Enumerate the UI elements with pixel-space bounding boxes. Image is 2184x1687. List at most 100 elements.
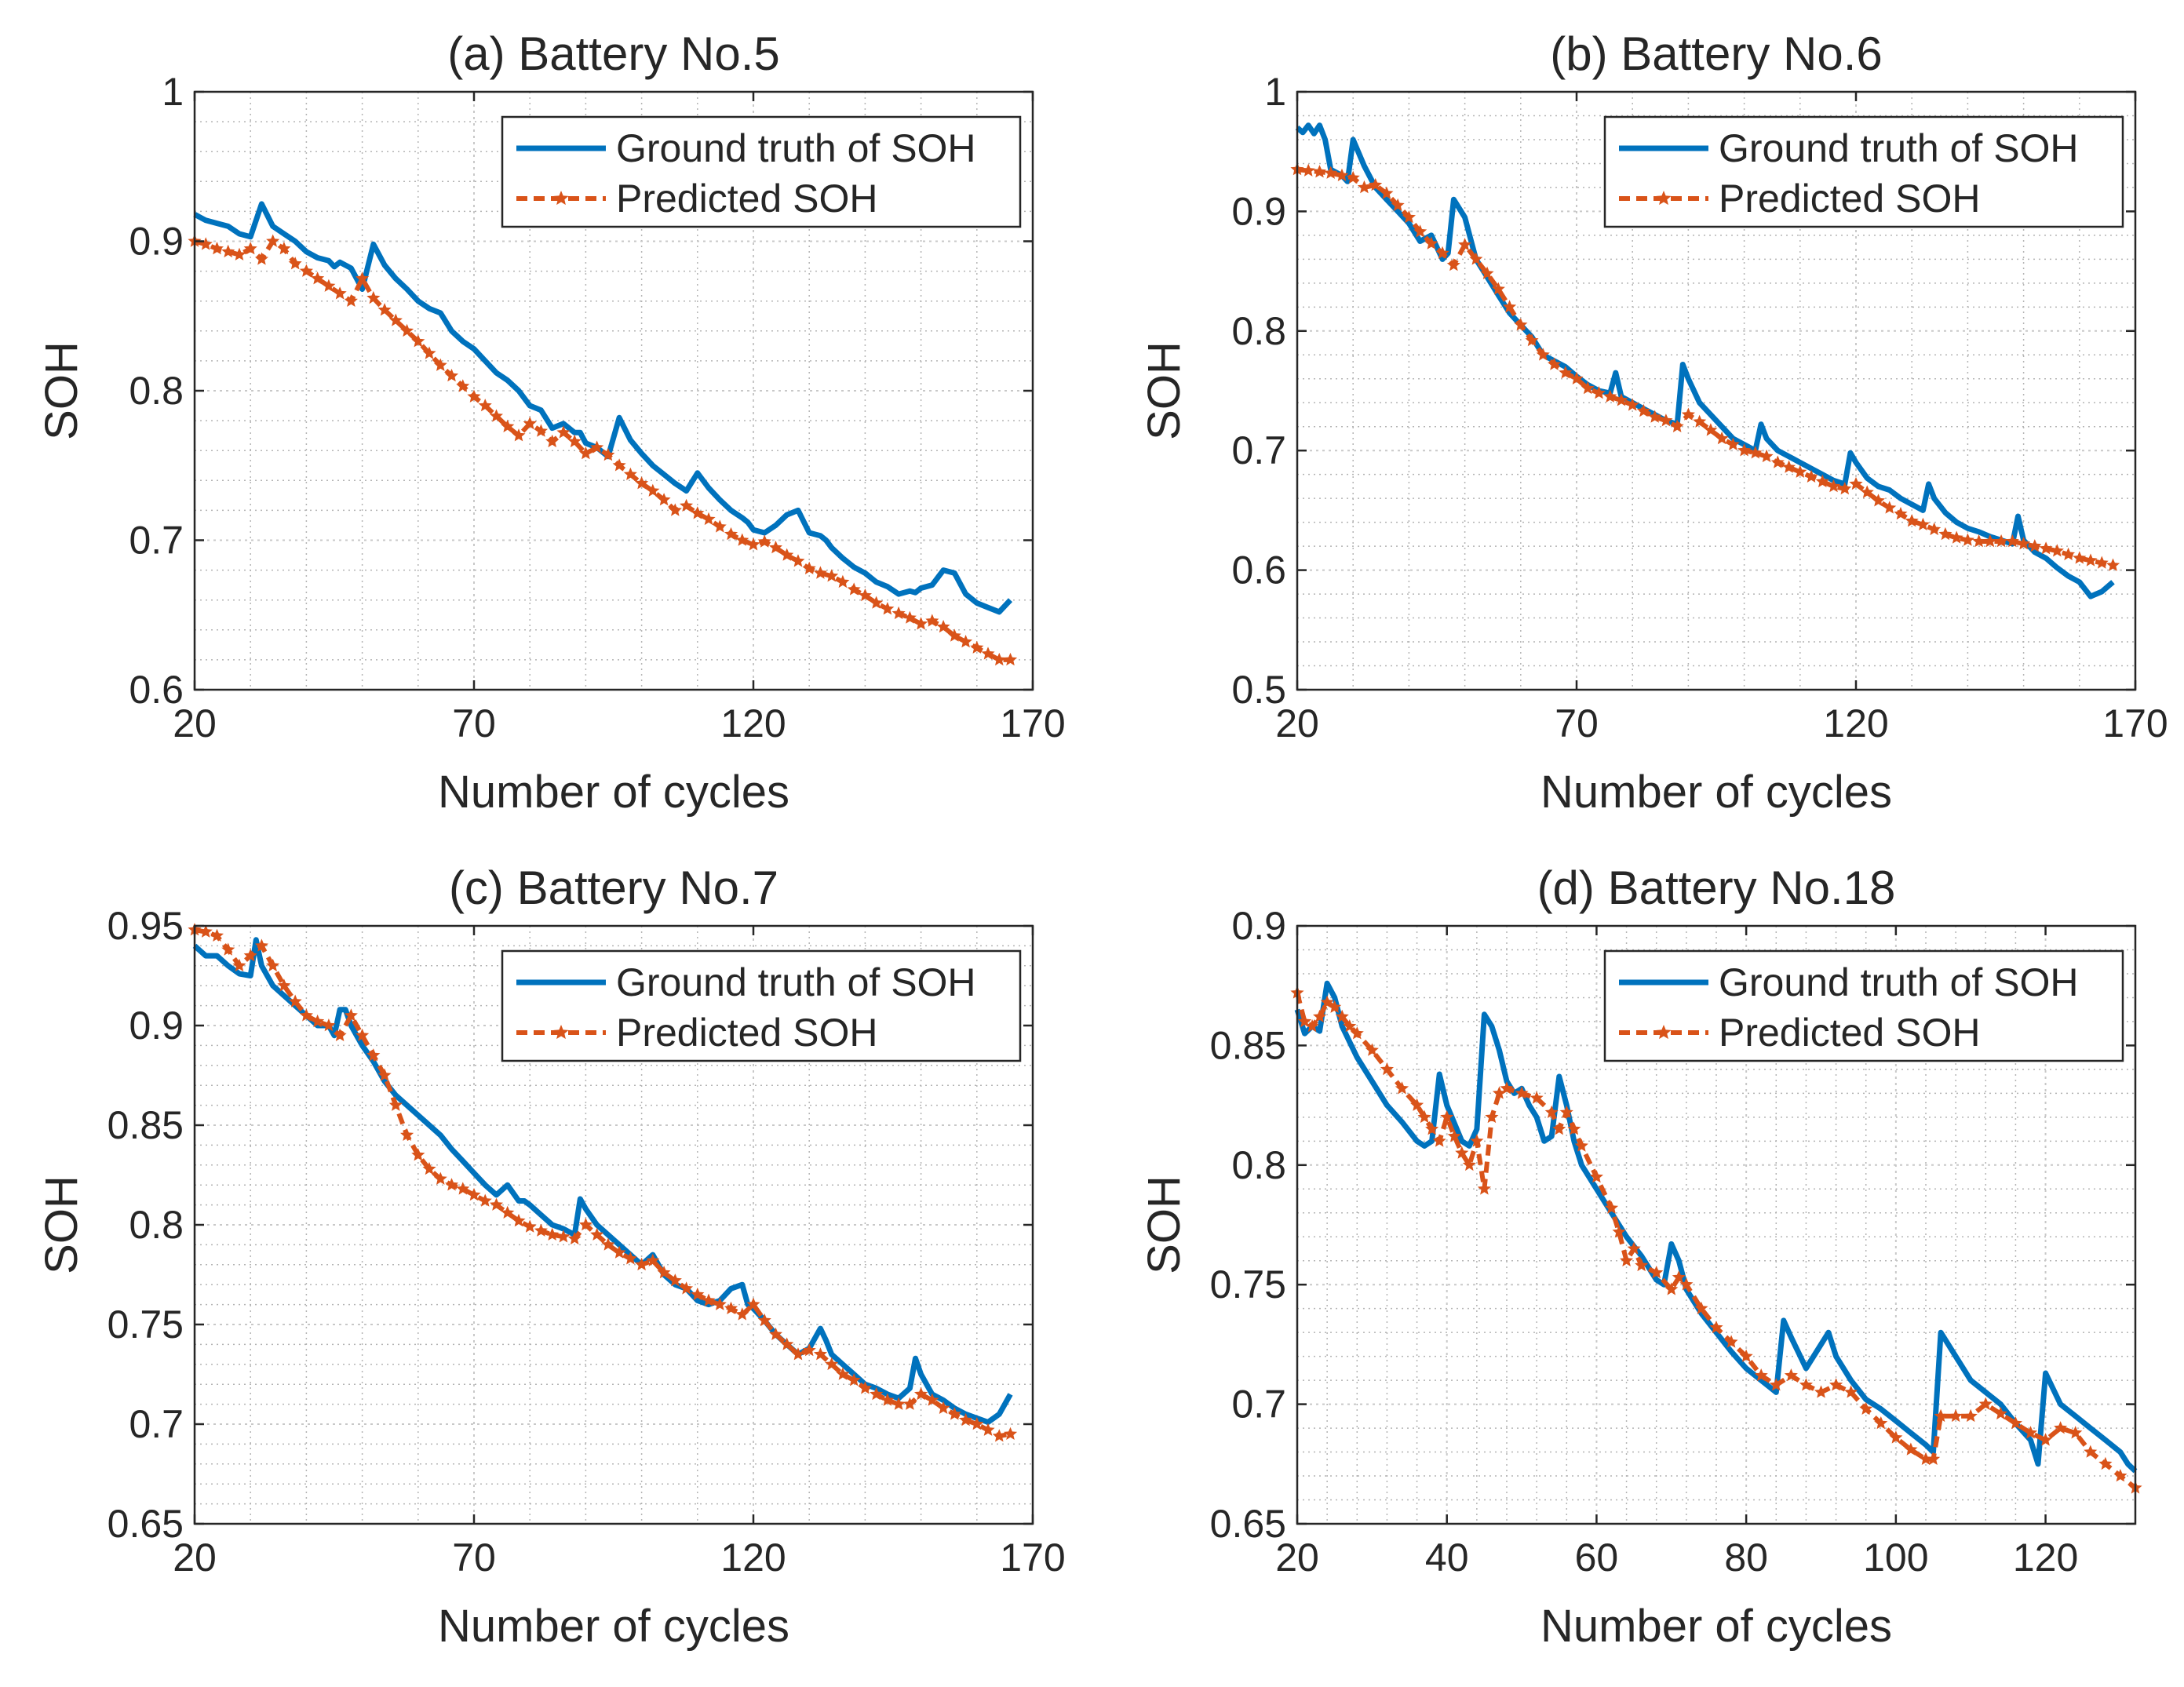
series-marker-predicted [1328,1000,1342,1013]
x-axis-label: Number of cycles [1540,1601,1892,1652]
series-marker-predicted [1849,476,1863,490]
series-marker-predicted [1391,198,1405,212]
series-marker-predicted [366,290,381,304]
series-marker-predicted [578,1218,592,1231]
series-marker-predicted [545,434,560,448]
series-marker-predicted [277,242,291,255]
series-marker-predicted [1548,357,1562,370]
series-marker-predicted [847,582,861,596]
series-marker-predicted [601,447,615,461]
series-marker-predicted [1694,1301,1708,1314]
series-marker-predicted [1536,348,1550,361]
series-marker-predicted [1417,1109,1431,1124]
series-marker-predicted [825,569,839,582]
series-marker-predicted [254,938,268,952]
legend: Ground truth of SOH Predicted SOH [1603,949,2124,1062]
x-tick-label: 120 [720,1536,786,1580]
x-axis-label: Number of cycles [438,1601,789,1652]
series-marker-predicted [567,1231,582,1245]
series-marker-predicted [1804,469,1818,483]
y-tick-label: 0.9 [1231,904,1286,948]
y-axis-label: SOH [1139,1175,1190,1274]
series-marker-predicted [1462,1157,1476,1171]
series-marker-predicted [232,958,246,972]
series-marker-predicted [724,1301,738,1314]
series-marker-predicted [567,434,582,448]
series-marker-predicted [891,1397,906,1410]
series-marker-predicted [400,1128,414,1141]
chart-title: (a) Battery No.5 [447,27,780,80]
series-marker-predicted [1993,1406,2007,1420]
series-marker-predicted [333,286,347,300]
series-marker-predicted [1905,514,1919,527]
series-marker-predicted [1994,534,2008,548]
legend: Ground truth of SOH Predicted SOH [501,115,1022,228]
series-marker-predicted [1503,300,1517,313]
series-marker-predicted [914,617,928,630]
series-marker-predicted [1335,168,1349,181]
series-marker-predicted [299,1008,313,1022]
series-marker-predicted [590,440,604,454]
series-marker-predicted [512,428,526,442]
series-marker-predicted [1799,1378,1813,1391]
series-marker-predicted [2028,539,2042,552]
series-marker-predicted [1889,1430,1903,1444]
series-marker-predicted [422,346,436,359]
series-marker-predicted [1704,423,1718,436]
series-marker-predicted [713,1297,727,1310]
series-marker-predicted [1829,1378,1843,1391]
series-marker-predicted [1938,527,1952,541]
series-marker-predicted [1570,371,1584,384]
x-tick-label: 20 [1275,1536,1319,1580]
series-marker-predicted [1659,414,1673,427]
series-marker-predicted [791,1347,805,1361]
series-marker-predicted [1919,1452,1933,1465]
series-marker-predicted [1402,210,1416,224]
series-marker-predicted [2084,553,2098,567]
series-marker-predicted [623,1252,637,1265]
legend-label: Predicted SOH [616,1011,877,1055]
series-marker-predicted [311,271,325,285]
series-marker-predicted [1860,485,1874,498]
series-marker-predicted [445,1178,459,1191]
series-marker-predicted [489,409,503,422]
series-marker-predicted [813,1347,827,1361]
series-marker-predicted [1949,530,1963,544]
series-line-ground-truth [1295,122,2115,599]
series-marker-predicted [2095,556,2109,569]
series-marker-predicted [668,1273,682,1287]
series-marker-predicted [1927,522,1942,536]
x-tick-label: 170 [1000,1536,1065,1580]
series-marker-predicted [2073,551,2087,564]
series-marker-predicted [635,476,649,490]
series-marker-predicted [366,1048,381,1062]
series-marker-predicted [1447,1129,1461,1142]
series-marker-predicted [199,237,213,250]
series-marker-predicted [1514,318,1528,331]
series-marker-predicted [243,949,257,962]
series-marker-predicted [1724,1335,1738,1348]
series-marker-predicted [1754,1368,1768,1382]
y-tick-label: 1 [1264,70,1286,114]
series-marker-predicted [2062,547,2076,561]
series-marker-predicted [1500,1081,1514,1095]
series-marker-predicted [612,458,626,472]
series-marker-predicted [578,446,592,460]
y-tick-label: 0.9 [1231,189,1286,233]
series-marker-predicted [757,1313,771,1327]
series-marker-predicted [1357,180,1371,194]
y-axis-label: SOH [36,1175,87,1274]
series-marker-predicted [400,323,414,337]
series-marker-predicted [1748,446,1763,459]
y-tick-label: 0.7 [1231,1383,1286,1426]
series-marker-predicted [970,1417,984,1430]
series-marker-predicted [2069,1426,2083,1439]
y-axis-label: SOH [1139,341,1190,440]
series-marker-predicted [1815,474,1829,488]
y-tick-label: 0.8 [1231,309,1286,353]
series-marker-predicted [1612,1225,1626,1238]
series-marker-predicted [333,1028,347,1041]
series-marker-predicted [947,629,961,642]
legend-box [501,949,1022,1062]
series-marker-predicted [523,416,537,430]
